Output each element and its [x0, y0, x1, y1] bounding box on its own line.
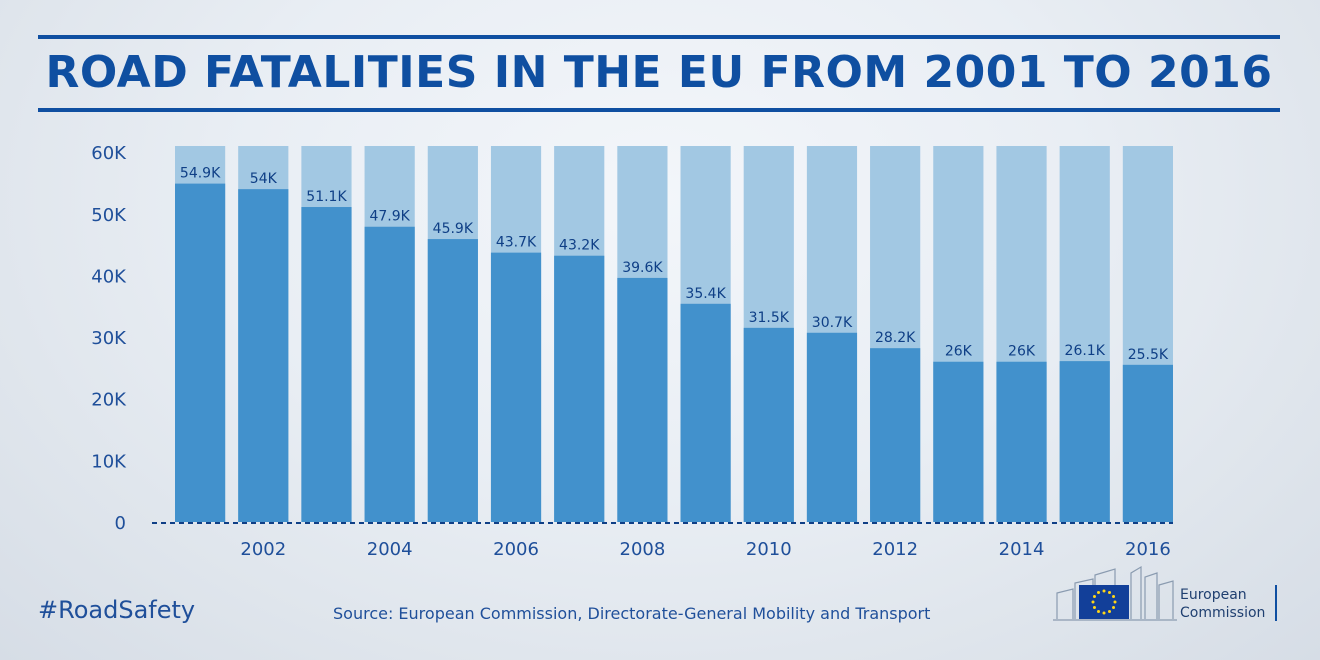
chart-title: ROAD FATALITIES IN THE EU FROM 2001 TO 2…: [45, 47, 1273, 98]
eu-star-icon: [1102, 611, 1106, 615]
bar-value-label: 30.7K: [812, 315, 853, 331]
bar-value-label: 43.2K: [559, 238, 600, 254]
x-tick-label: 2006: [493, 539, 539, 560]
bar-value-label: 31.5K: [749, 310, 790, 326]
eu-star-icon: [1091, 600, 1095, 604]
bar: [301, 207, 352, 522]
bar-value-label: 26K: [1008, 344, 1036, 360]
logo-divider: [1275, 585, 1277, 621]
bar-value-label: 54K: [250, 171, 278, 187]
bar: [617, 277, 668, 522]
logo-text-line1: European: [1180, 587, 1247, 603]
title-top-rule: [38, 35, 1280, 39]
y-tick-label: 20K: [91, 390, 127, 411]
eu-star-icon: [1108, 610, 1111, 614]
bar-value-label: 25.5K: [1128, 347, 1169, 363]
bar-value-label: 39.6K: [622, 260, 663, 276]
bar: [870, 348, 921, 522]
eu-star-icon: [1112, 595, 1116, 598]
bar: [743, 327, 794, 522]
eu-star-icon: [1112, 606, 1116, 609]
x-tick-label: 2004: [367, 539, 413, 560]
logo-text: European Commission: [1180, 586, 1265, 622]
bar: [996, 361, 1047, 522]
bar: [680, 303, 731, 522]
source-note: Source: European Commission, Directorate…: [333, 604, 931, 623]
bar: [364, 226, 415, 522]
x-tick-label: 2012: [872, 539, 918, 560]
bar: [806, 332, 858, 522]
eu-star-icon: [1097, 590, 1100, 594]
bar-value-label: 28.2K: [875, 330, 916, 346]
logo-text-line2: Commission: [1180, 605, 1266, 621]
y-tick-label: 30K: [91, 328, 127, 349]
y-tick-label: 60K: [91, 143, 127, 164]
bar-value-label: 26.1K: [1065, 343, 1106, 359]
bar: [427, 239, 478, 522]
x-tick-label: 2014: [999, 539, 1045, 560]
bar-value-label: 47.9K: [369, 209, 410, 225]
x-tick-label: 2008: [620, 539, 666, 560]
bar: [175, 183, 226, 522]
ec-building-logo-icon: [1053, 565, 1177, 621]
x-tick-label: 2016: [1125, 539, 1171, 560]
eu-star-icon: [1113, 600, 1117, 604]
bar: [1122, 364, 1173, 522]
bar: [238, 189, 289, 523]
y-tick-label: 40K: [91, 266, 127, 287]
x-tick-label: 2002: [240, 539, 286, 560]
x-tick-label: 2010: [746, 539, 792, 560]
y-tick-label: 10K: [91, 451, 127, 472]
bar: [1059, 361, 1110, 522]
bar-value-label: 43.7K: [496, 235, 537, 251]
eu-star-icon: [1102, 589, 1106, 593]
hashtag: #RoadSafety: [38, 596, 196, 624]
eu-star-icon: [1097, 610, 1100, 614]
bar-value-label: 54.9K: [180, 166, 221, 182]
bar-value-label: 51.1K: [306, 189, 347, 205]
eu-star-icon: [1108, 590, 1111, 594]
bar: [554, 255, 605, 523]
title-block: ROAD FATALITIES IN THE EU FROM 2001 TO 2…: [38, 35, 1280, 115]
eu-star-icon: [1092, 595, 1096, 598]
european-commission-logo: European Commission: [1053, 563, 1283, 625]
y-tick-label: 0: [115, 513, 126, 534]
bar-value-label: 35.4K: [685, 286, 726, 302]
y-tick-label: 50K: [91, 205, 127, 226]
bar: [933, 361, 984, 522]
bar: [490, 252, 542, 523]
eu-star-icon: [1092, 606, 1096, 609]
bar-value-label: 26K: [945, 344, 973, 360]
bar-value-label: 45.9K: [433, 221, 474, 237]
title-bottom-rule: [38, 108, 1280, 112]
